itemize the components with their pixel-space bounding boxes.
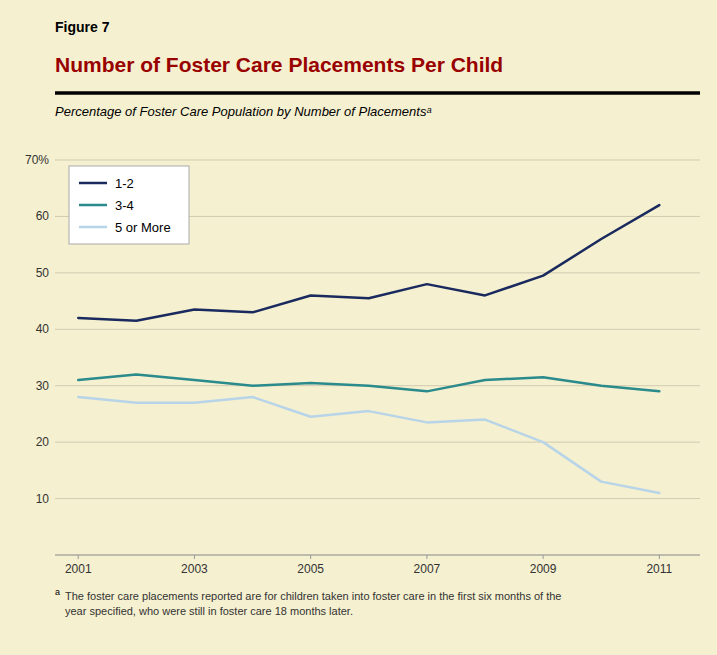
- grid-line: [55, 442, 700, 443]
- x-tick-label: 2001: [65, 562, 92, 576]
- series-line: [78, 374, 659, 391]
- legend-swatch: [79, 204, 107, 207]
- footnote-marker: a: [55, 587, 60, 597]
- lines: [78, 205, 659, 493]
- grid-line: [55, 498, 700, 499]
- legend-label: 1-2: [115, 176, 134, 191]
- title: Number of Foster Care Placements Per Chi…: [55, 53, 503, 76]
- x-tick: [78, 555, 79, 559]
- x-tick: [310, 555, 311, 559]
- y-tick-label: 70%: [25, 153, 49, 167]
- y-tick-label: 60: [36, 209, 50, 223]
- footnote: The foster care placements reported are …: [65, 590, 561, 617]
- y-tick-label: 40: [36, 322, 50, 336]
- grid-line: [55, 329, 700, 330]
- grid-line: [55, 272, 700, 273]
- x-tick-label: 2003: [181, 562, 208, 576]
- legend-label: 3-4: [115, 198, 134, 213]
- y-tick-label: 20: [36, 435, 50, 449]
- y-tick-label: 30: [36, 379, 50, 393]
- footnote-line: year specified, who were still in foster…: [65, 605, 353, 617]
- chart: Figure 7 Number of Foster Care Placements…: [0, 0, 717, 655]
- grid-line: [55, 160, 700, 161]
- legend: 1-2 3-4 5 or More: [69, 166, 189, 244]
- x-tick-label: 2009: [530, 562, 557, 576]
- footnote-line: The foster care placements reported are …: [65, 590, 561, 602]
- separator: [55, 91, 700, 95]
- legend-swatch: [79, 182, 107, 185]
- x-tick-label: 2007: [414, 562, 441, 576]
- series-line: [78, 397, 659, 493]
- x-tick: [659, 555, 660, 559]
- subtitle: Percentage of Foster Care Population by …: [55, 104, 431, 119]
- grid: [55, 160, 700, 555]
- y-tick-label: 10: [36, 492, 50, 506]
- x-axis-line: [55, 555, 700, 556]
- grid-line: [55, 555, 700, 556]
- x-tick-label: 2011: [646, 562, 672, 576]
- y-tick-label: 50: [36, 266, 50, 280]
- legend-swatch: [79, 226, 107, 229]
- x-tick: [194, 555, 195, 559]
- series-line: [78, 205, 659, 321]
- x-tick-label: 2005: [297, 562, 324, 576]
- figure-label: Figure 7: [55, 19, 110, 35]
- legend-box: [69, 166, 189, 244]
- x-tick: [426, 555, 427, 559]
- legend-label: 5 or More: [115, 220, 171, 235]
- x-tick: [543, 555, 544, 559]
